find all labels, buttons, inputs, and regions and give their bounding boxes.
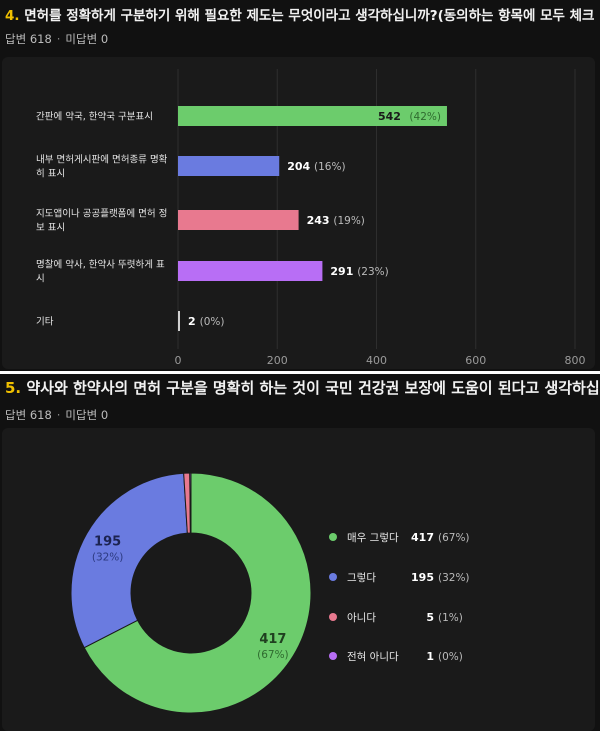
bar-value-label: 2 — [188, 315, 196, 328]
legend-value: 5 — [426, 611, 434, 624]
separator-dot: · — [56, 32, 61, 46]
legend-value: 1 — [426, 650, 434, 663]
legend-percent: (1%) — [438, 612, 463, 624]
question-4-panel: 4. 면허를 정확하게 구분하기 위해 필요한 제도는 무엇이라고 생각하십니까… — [0, 0, 600, 371]
x-tick-label: 200 — [267, 354, 288, 367]
bar — [178, 311, 180, 331]
category-label: 간판에 약국, 한약국 구분표시 — [36, 111, 153, 123]
bar-chart: 0 200 400 600 800 간판에 약국, 한약국 구분표시 (42%) 542 내부 … — [36, 69, 586, 367]
slice-value-label: 195 — [94, 534, 121, 549]
question-5-text: 약사와 한약사의 면허 구분을 명확히 하는 것이 국민 건강권 보장에 도움이… — [26, 379, 600, 397]
x-tick-label: 600 — [465, 354, 486, 367]
legend-swatch — [329, 652, 337, 660]
question-5-number: 5. — [5, 379, 22, 397]
slice-percent-label: (32%) — [92, 551, 124, 563]
legend-label: 그렇다 — [347, 571, 376, 584]
category-label: 내부 면허게시판에 면허종류 명확 — [36, 154, 168, 166]
legend-percent: (67%) — [438, 532, 470, 544]
legend-value: 417 — [411, 531, 434, 544]
question-4-title: 4. 면허를 정확하게 구분하기 위해 필요한 제도는 무엇이라고 생각하십니까… — [5, 4, 600, 24]
category-label: 기타 — [36, 317, 54, 328]
bar — [178, 106, 447, 126]
legend-swatch — [329, 573, 337, 581]
unanswered-count: 미답변 0 — [65, 32, 109, 46]
donut-chart: 417 (67%) 195 (32%) 매우 그렇다 417 (67%) 그렇다 195 (32%… — [70, 472, 470, 714]
bar-value-label: 542 — [378, 110, 401, 123]
donut-slice — [189, 472, 192, 534]
unanswered-count: 미답변 0 — [65, 408, 109, 422]
slice-value-label: 417 — [259, 632, 286, 647]
bar — [178, 261, 323, 281]
donut-slice — [83, 472, 312, 714]
legend-value: 195 — [411, 571, 434, 584]
bar-percent-label: (0%) — [200, 316, 225, 328]
category-label: 명찰에 약사, 한약사 뚜렷하게 표 — [36, 259, 165, 271]
legend-percent: (32%) — [438, 572, 470, 584]
x-tick-label: 400 — [366, 354, 387, 367]
bar-percent-label: (42%) — [409, 111, 441, 123]
bar-value-label: 243 — [307, 214, 330, 227]
bar-chart-card: 0 200 400 600 800 간판에 약국, 한약국 구분표시 (42%) 542 내부 … — [2, 57, 595, 369]
bar — [178, 210, 299, 230]
legend-label: 아니다 — [347, 612, 376, 624]
question-4-meta: 답변 618 · 미답변 0 — [5, 31, 108, 47]
category-label: 지도앱이나 공공플랫폼에 면허 정 — [36, 208, 167, 220]
slice-percent-label: (67%) — [257, 649, 289, 661]
legend-label: 매우 그렇다 — [347, 531, 399, 544]
bar-value-label: 291 — [330, 265, 353, 278]
legend-swatch — [329, 533, 337, 541]
bar — [178, 156, 280, 176]
donut-chart-card: 417 (67%) 195 (32%) 매우 그렇다 417 (67%) 그렇다 195 (32%… — [2, 428, 595, 731]
x-tick-label: 800 — [565, 354, 586, 367]
question-4-number: 4. — [5, 8, 20, 24]
category-label: 보 표시 — [36, 223, 65, 234]
separator-dot: · — [56, 408, 61, 422]
legend-label: 전혀 아니다 — [347, 651, 399, 663]
bar-percent-label: (19%) — [333, 215, 365, 227]
category-label: 히 표시 — [36, 169, 65, 180]
legend-swatch — [329, 613, 337, 621]
question-4-text: 면허를 정확하게 구분하기 위해 필요한 제도는 무엇이라고 생각하십니까?(동… — [24, 8, 600, 24]
donut-slice — [70, 472, 188, 649]
question-5-panel: 5. 약사와 한약사의 면허 구분을 명확히 하는 것이 국민 건강권 보장에 … — [0, 374, 600, 731]
question-5-title: 5. 약사와 한약사의 면허 구분을 명확히 하는 것이 국민 건강권 보장에 … — [5, 377, 600, 398]
answered-count: 답변 618 — [5, 32, 52, 46]
category-label: 시 — [36, 274, 45, 285]
x-tick-label: 0 — [175, 354, 182, 367]
question-5-meta: 답변 618 · 미답변 0 — [5, 407, 108, 423]
legend-percent: (0%) — [438, 651, 463, 663]
answered-count: 답변 618 — [5, 408, 52, 422]
bar-percent-label: (23%) — [357, 266, 389, 278]
bar-value-label: 204 — [287, 160, 310, 173]
bar-percent-label: (16%) — [314, 161, 346, 173]
